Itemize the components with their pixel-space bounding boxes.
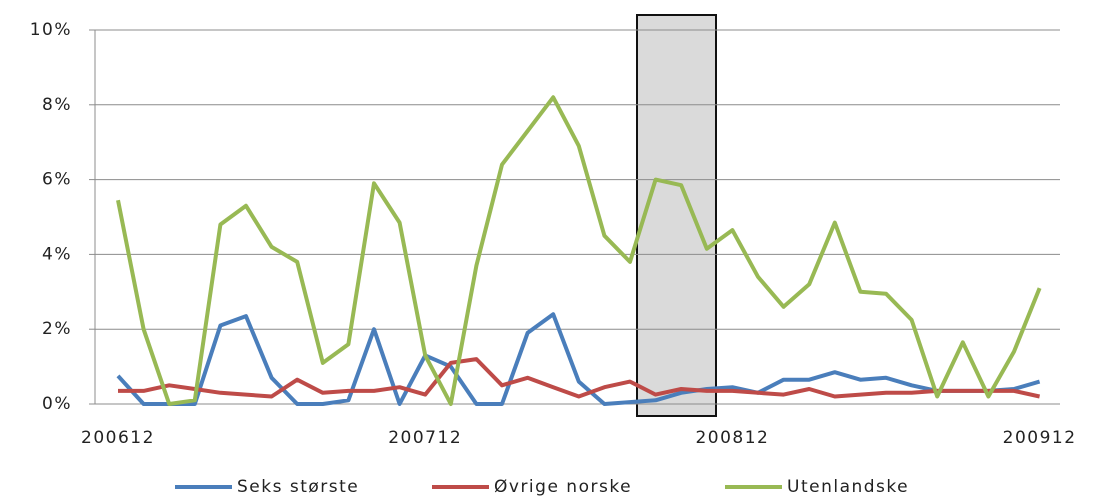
- y-tick-label: 2%: [42, 319, 72, 339]
- series-line: [116, 312, 1041, 406]
- y-tick-label: 4%: [42, 244, 72, 264]
- series-line: [116, 95, 1042, 406]
- y-tick-label: 10%: [30, 20, 72, 40]
- series-line: [118, 357, 1041, 399]
- y-tick-label: 0%: [42, 394, 72, 414]
- x-tick-label: 200812: [695, 428, 769, 448]
- legend-label: Utenlandske: [787, 477, 909, 497]
- x-tick-label: 200612: [81, 428, 155, 448]
- y-tick-label: 6%: [42, 170, 72, 190]
- x-tick-label: 200712: [388, 428, 462, 448]
- highlight-box: [636, 14, 717, 417]
- x-tick-label: 200912: [1003, 428, 1077, 448]
- legend-label: Øvrige norske: [494, 477, 632, 497]
- legend-label: Seks største: [237, 477, 359, 497]
- y-tick-label: 8%: [42, 95, 72, 115]
